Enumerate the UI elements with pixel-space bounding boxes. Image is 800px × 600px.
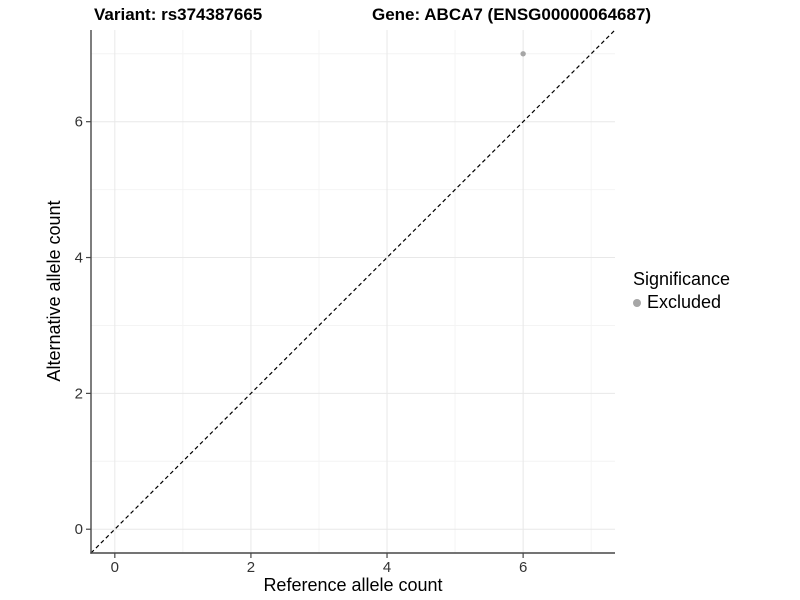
legend-item-label: Excluded: [647, 292, 722, 312]
x-axis-title: Reference allele count: [263, 575, 443, 595]
plot-title-gene: Gene: ABCA7 (ENSG00000064687): [372, 5, 652, 24]
legend-point-icon: [633, 298, 641, 307]
y-tick-label: 6: [75, 114, 83, 131]
legend-title: Significance: [633, 269, 731, 289]
y-tick-label: 4: [75, 250, 83, 267]
y-tick-label: 2: [75, 385, 83, 402]
legend-item-excluded: Excluded: [633, 292, 730, 313]
identity-line: [90, 29, 616, 554]
x-tick-label: 2: [247, 559, 255, 576]
x-tick-label: 4: [383, 559, 391, 576]
x-tick-label: 0: [111, 559, 119, 576]
data-point: [520, 51, 526, 57]
y-axis-title: Alternative allele count: [44, 200, 64, 382]
plot-title-variant: Variant: rs374387665: [94, 5, 263, 24]
y-tick-label: 0: [75, 521, 83, 538]
legend: Significance Excluded: [633, 269, 730, 313]
x-tick-label: 6: [519, 559, 527, 576]
